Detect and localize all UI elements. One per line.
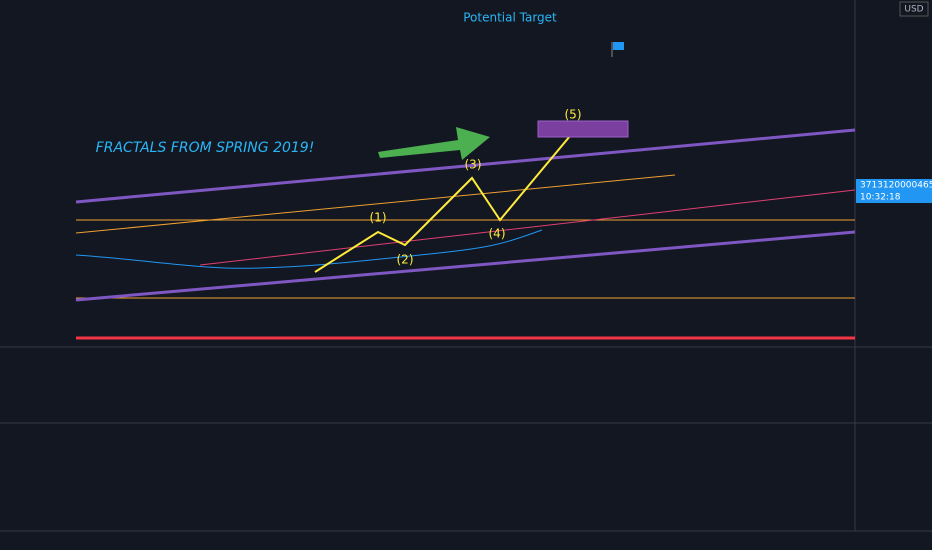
- wave-label: (5): [565, 108, 582, 122]
- currency-box[interactable]: [899, 1, 929, 17]
- trend-line: [75, 174, 676, 234]
- annotation: Potential Target: [463, 11, 557, 25]
- currency[interactable]: USD: [904, 5, 923, 15]
- price-tag: [856, 179, 932, 203]
- wave-label: (1): [370, 211, 387, 225]
- wave-label: (4): [489, 227, 506, 241]
- countdown: 10:32:18: [860, 193, 901, 203]
- annotation: FRACTALS FROM SPRING 2019!: [96, 140, 315, 156]
- arrow: [378, 127, 490, 160]
- wave-label: (2): [397, 253, 414, 267]
- flag: [613, 42, 624, 50]
- wave-path: [314, 129, 576, 273]
- target-box: [537, 120, 629, 138]
- wave-label: (3): [465, 158, 482, 172]
- channel-line: [75, 128, 856, 204]
- price-axis: [855, 0, 932, 550]
- channel-line: [75, 230, 856, 302]
- trend-line: [199, 189, 856, 266]
